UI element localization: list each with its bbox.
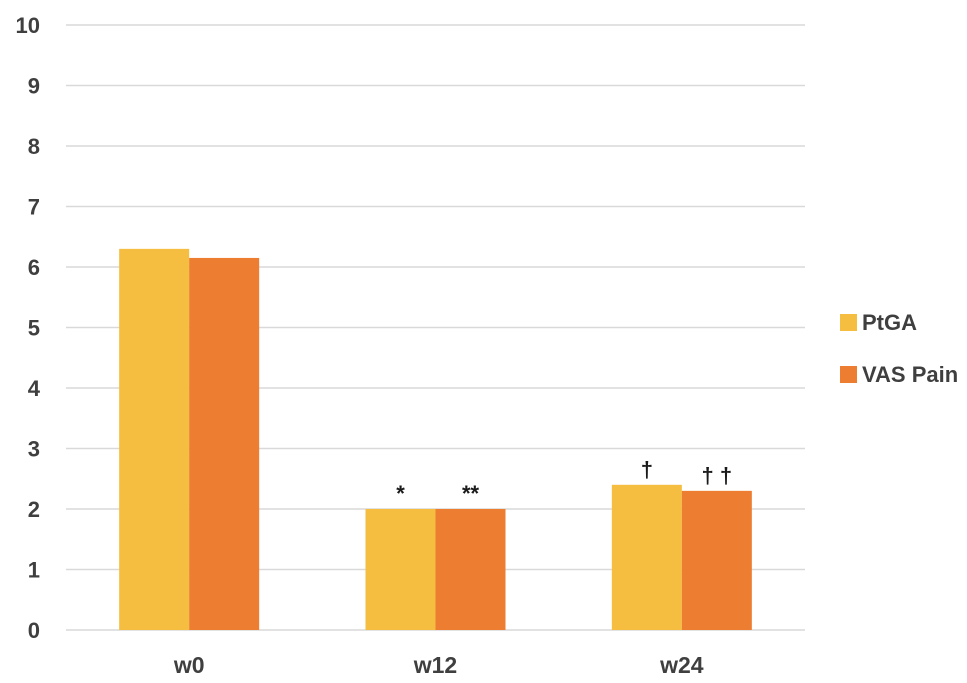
annotation-ptga-w12: * <box>396 481 405 506</box>
y-tick-label: 5 <box>28 316 40 341</box>
y-tick-label: 9 <box>28 74 40 99</box>
bar-vas-pain-w24 <box>681 490 752 630</box>
annotation-ptga-w24: † <box>641 457 653 482</box>
legend: PtGA VAS Pain <box>840 310 958 387</box>
significance-annotations: * **† † † <box>396 457 732 506</box>
y-tick-label: 8 <box>28 134 40 159</box>
legend-item-vas-pain: VAS Pain <box>840 362 958 387</box>
legend-label-vas-pain: VAS Pain <box>862 362 958 387</box>
annotation-vas-pain-w24: † † <box>702 463 733 488</box>
x-axis-category-labels: w0 w12 w24 <box>173 652 704 678</box>
legend-label-ptga: PtGA <box>862 310 917 335</box>
y-tick-label: 10 <box>16 13 40 38</box>
bars <box>119 248 752 630</box>
legend-swatch-ptga <box>840 314 857 331</box>
x-tick-label: w12 <box>413 652 457 678</box>
y-tick-label: 2 <box>28 497 40 522</box>
bar-vas-pain-w0 <box>189 257 260 630</box>
bar-ptga-w12 <box>365 509 436 630</box>
y-axis-tick-labels: 0 1 2 3 4 5 6 7 8 9 10 <box>16 13 41 643</box>
y-tick-label: 6 <box>28 255 40 280</box>
x-tick-label: w24 <box>659 652 704 678</box>
bar-ptga-w0 <box>119 248 190 630</box>
legend-swatch-vas-pain <box>840 366 857 383</box>
y-tick-label: 0 <box>28 618 40 643</box>
legend-item-ptga: PtGA <box>840 310 917 335</box>
x-tick-label: w0 <box>173 652 205 678</box>
y-tick-label: 7 <box>28 195 40 220</box>
bar-ptga-w24 <box>611 484 682 630</box>
y-tick-label: 3 <box>28 437 40 462</box>
bar-vas-pain-w12 <box>435 509 506 630</box>
annotation-vas-pain-w12: ** <box>462 481 480 506</box>
y-tick-label: 4 <box>28 376 41 401</box>
y-tick-label: 1 <box>28 558 40 583</box>
